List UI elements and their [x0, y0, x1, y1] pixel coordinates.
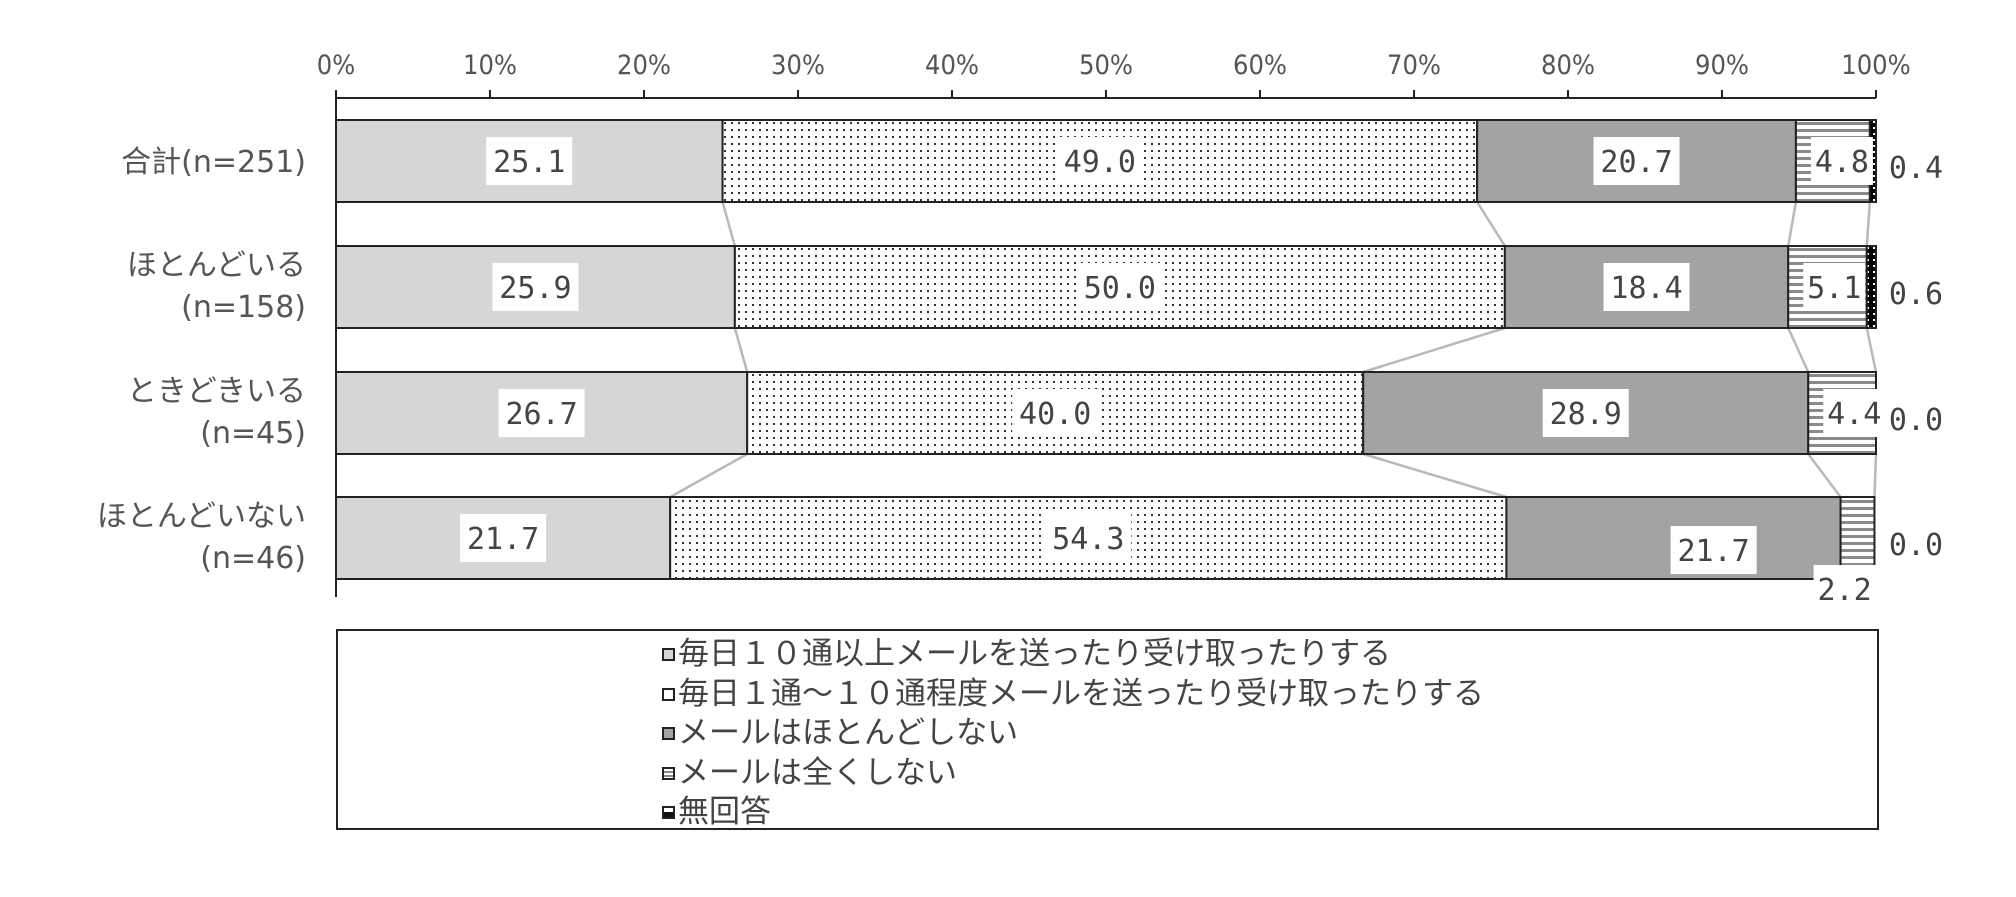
legend-swatch	[662, 648, 675, 662]
data-label: 26.7	[505, 397, 577, 432]
x-tick-label: 80%	[1541, 50, 1595, 81]
series-connector-line	[1362, 452, 1507, 499]
data-label: 50.0	[1084, 271, 1156, 306]
data-label: 0.0	[1889, 528, 1943, 563]
legend-swatch	[662, 766, 675, 780]
data-label: 0.6	[1889, 277, 1943, 312]
legend-label: メールは全くしない	[678, 754, 957, 791]
data-label: 21.7	[1677, 534, 1749, 569]
data-label: 4.4	[1827, 397, 1881, 432]
data-label-box	[1593, 137, 1680, 185]
series-connector-line	[1787, 327, 1810, 373]
legend-item: 毎日１０通以上メールを送ったり受け取ったりする	[662, 635, 1484, 675]
legend-label: 毎日１０通以上メールを送ったり受け取ったりする	[678, 636, 1391, 672]
data-label: 54.3	[1052, 522, 1124, 557]
data-label: 18.4	[1610, 271, 1682, 306]
legend-swatch	[662, 806, 675, 820]
category-label: (n=45)	[200, 416, 306, 451]
bar-segment	[1865, 245, 1878, 329]
data-label: 28.9	[1550, 397, 1622, 432]
data-label-box	[1813, 565, 1876, 613]
series-connector-line	[1362, 326, 1506, 374]
x-tick-label: 70%	[1387, 50, 1441, 81]
data-label-box	[1803, 263, 1866, 311]
data-label: 25.9	[499, 271, 571, 306]
series-connector-line	[1865, 201, 1872, 247]
series-connector-line	[721, 201, 737, 247]
series-connector-line	[733, 327, 749, 373]
data-label-box	[1810, 137, 1873, 185]
data-label-box	[1823, 389, 1886, 437]
x-tick-label: 20%	[617, 50, 671, 81]
x-tick-label: 30%	[771, 50, 825, 81]
series-connector-line	[669, 452, 748, 499]
data-label: 49.0	[1064, 145, 1136, 180]
category-label: (n=158)	[181, 290, 306, 325]
data-label-box	[1542, 389, 1629, 437]
series-connector-line	[1865, 327, 1878, 373]
data-label-box	[1076, 263, 1163, 311]
data-label-box	[486, 137, 573, 185]
data-label: 2.2	[1817, 573, 1871, 608]
chart-legend: 毎日１０通以上メールを送ったり受け取ったりする 毎日１通～１０通程度メールを送った…	[336, 629, 1879, 830]
data-label-box	[1603, 263, 1690, 311]
x-tick-label: 10%	[463, 50, 517, 81]
data-label: 4.8	[1815, 145, 1869, 180]
legend-item: 無回答	[662, 793, 1484, 833]
data-label: 0.4	[1889, 151, 1943, 186]
legend-label: メールはほとんどしない	[678, 715, 1019, 751]
data-label-box	[1056, 137, 1143, 185]
category-label: ときどきいる	[127, 374, 306, 409]
data-label-box	[1670, 526, 1757, 574]
x-tick-label: 50%	[1079, 50, 1133, 81]
category-label: (n=46)	[200, 541, 306, 576]
x-tick-label: 60%	[1233, 50, 1287, 81]
data-label: 20.7	[1600, 145, 1672, 180]
legend-item: メールは全くしない	[662, 754, 1484, 794]
data-label: 40.0	[1019, 397, 1091, 432]
data-label-box	[1045, 514, 1132, 562]
category-label: ほとんどいない	[97, 499, 306, 534]
legend-item: メールはほとんどしない	[662, 714, 1484, 754]
x-tick-label: 0%	[317, 50, 356, 81]
data-label-box	[498, 389, 585, 437]
data-label: 21.7	[467, 522, 539, 557]
series-connector-line	[1786, 201, 1798, 247]
legend-label: 毎日１通～１０通程度メールを送ったり受け取ったりする	[678, 675, 1484, 712]
x-tick-label: 90%	[1695, 50, 1749, 81]
category-label: 合計(n=251)	[121, 145, 306, 180]
series-connector-line	[1476, 201, 1506, 247]
bar-segment	[1476, 119, 1797, 203]
data-label-box	[460, 514, 547, 562]
series-connector-line	[1873, 453, 1878, 498]
legend-swatch	[662, 727, 675, 741]
legend-swatch	[662, 687, 675, 701]
x-tick-label: 40%	[925, 50, 979, 81]
data-label: 0.0	[1889, 403, 1943, 438]
series-connector-line	[1807, 453, 1842, 498]
x-tick-label: 100%	[1841, 50, 1910, 81]
data-label-box	[492, 263, 579, 311]
data-label-box	[1012, 389, 1099, 437]
data-label: 25.1	[493, 145, 565, 180]
legend-item: 毎日１通～１０通程度メールを送ったり受け取ったりする	[662, 675, 1484, 715]
category-label: ほとんどいる	[127, 248, 306, 283]
data-label: 5.1	[1807, 271, 1861, 306]
legend-label: 無回答	[678, 794, 771, 830]
